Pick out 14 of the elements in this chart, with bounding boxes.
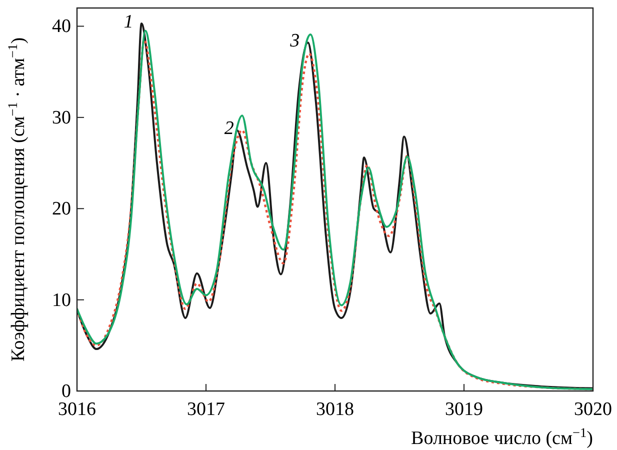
annotation: 1 <box>124 12 134 32</box>
x-tick-label: 3018 <box>316 399 354 420</box>
y-tick-label: 0 <box>62 381 71 402</box>
y-tick-label: 10 <box>52 290 71 311</box>
x-tick-label: 3016 <box>58 399 96 420</box>
annotation: 2 <box>224 118 234 140</box>
x-tick-label: 3017 <box>187 399 225 420</box>
annotation: 3 <box>289 30 300 52</box>
y-tick-label: 40 <box>52 16 71 38</box>
x-axis-title: Волновое число (см$^{−1}$) <box>411 424 593 449</box>
x-tick-label: 3020 <box>574 399 612 420</box>
y-tick-label: 30 <box>52 107 71 128</box>
y-tick-label: 20 <box>52 198 71 220</box>
x-tick-label: 3019 <box>445 399 483 420</box>
